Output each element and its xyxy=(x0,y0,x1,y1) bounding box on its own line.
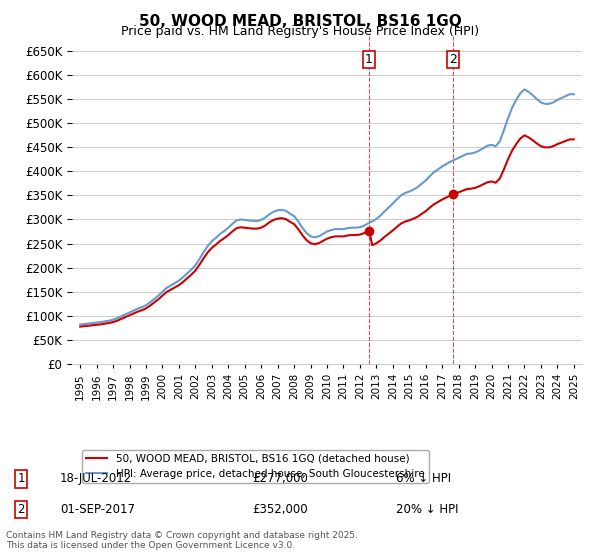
Text: 2: 2 xyxy=(449,53,457,66)
Text: 18-JUL-2012: 18-JUL-2012 xyxy=(60,472,132,486)
Text: 2: 2 xyxy=(17,503,25,516)
Text: Contains HM Land Registry data © Crown copyright and database right 2025.
This d: Contains HM Land Registry data © Crown c… xyxy=(6,530,358,550)
Text: 6% ↓ HPI: 6% ↓ HPI xyxy=(396,472,451,486)
Text: £352,000: £352,000 xyxy=(252,503,308,516)
Text: £277,000: £277,000 xyxy=(252,472,308,486)
Text: Price paid vs. HM Land Registry's House Price Index (HPI): Price paid vs. HM Land Registry's House … xyxy=(121,25,479,38)
Text: 50, WOOD MEAD, BRISTOL, BS16 1GQ: 50, WOOD MEAD, BRISTOL, BS16 1GQ xyxy=(139,14,461,29)
Legend: 50, WOOD MEAD, BRISTOL, BS16 1GQ (detached house), HPI: Average price, detached : 50, WOOD MEAD, BRISTOL, BS16 1GQ (detach… xyxy=(82,450,428,483)
Text: 1: 1 xyxy=(17,472,25,486)
Text: 20% ↓ HPI: 20% ↓ HPI xyxy=(396,503,458,516)
Text: 01-SEP-2017: 01-SEP-2017 xyxy=(60,503,135,516)
Text: 1: 1 xyxy=(365,53,373,66)
